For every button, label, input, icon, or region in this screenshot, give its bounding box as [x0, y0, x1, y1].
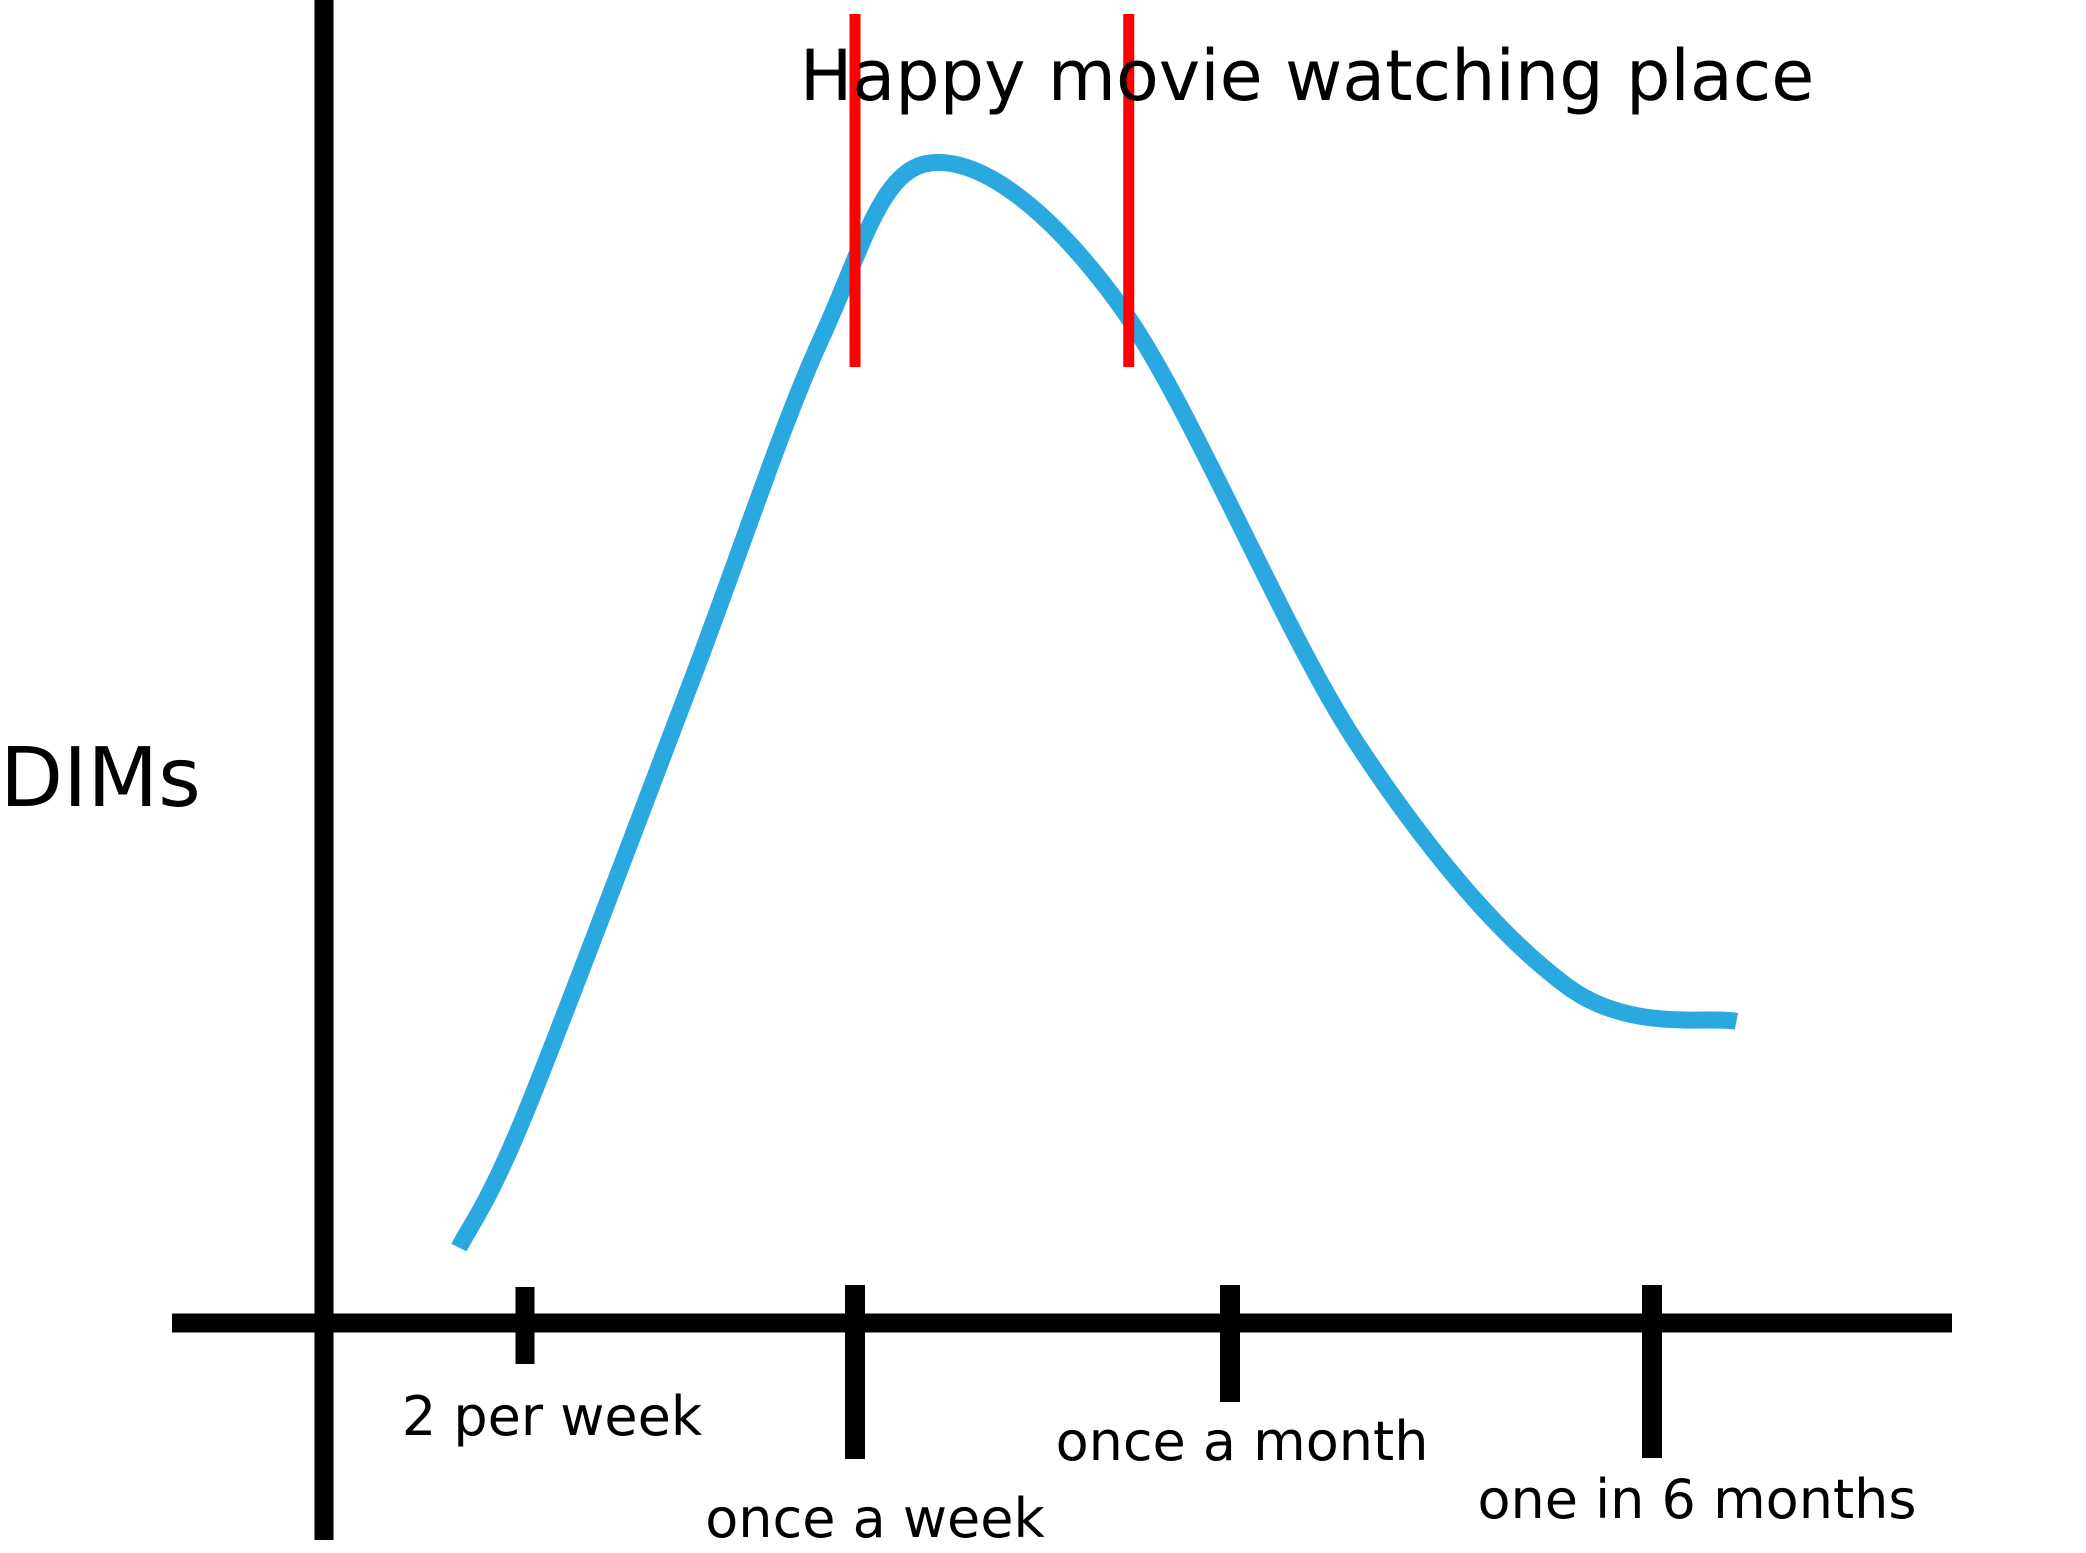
x-tick-label-4: one in 6 months: [1478, 1468, 1917, 1531]
x-ticks: [515, 1285, 1662, 1459]
annotation-label: Happy movie watching place: [800, 35, 1815, 117]
annotation-markers: [849, 14, 1135, 367]
series-line: [451, 154, 1739, 1252]
x-tick-label-1: 2 per week: [402, 1385, 703, 1448]
x-tick-label-2: once a week: [705, 1487, 1045, 1550]
x-tick-label-3: once a month: [1056, 1410, 1429, 1473]
y-axis-label: DIMs: [0, 731, 201, 826]
